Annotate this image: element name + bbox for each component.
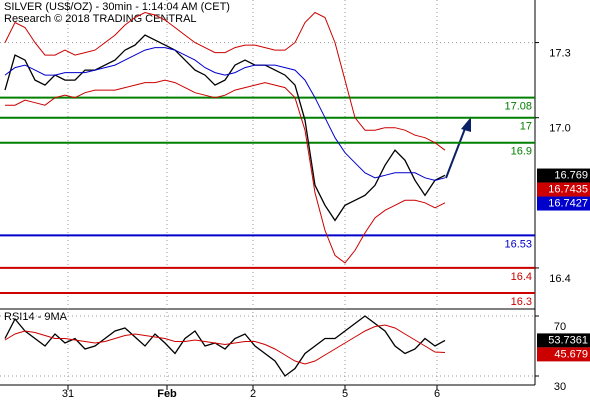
series-line xyxy=(4,34,446,222)
price-marker-label: 53.7361 xyxy=(548,334,588,346)
price-marker xyxy=(537,168,590,183)
level-label: 16.4 xyxy=(511,271,532,283)
y-tick-label: 17.3 xyxy=(549,47,570,59)
y-tick-label: 16.4 xyxy=(549,273,570,285)
level-label: 16.53 xyxy=(504,238,532,250)
x-tick-label: 31 xyxy=(62,388,74,400)
level-label: 16.9 xyxy=(511,146,532,158)
arrow-head xyxy=(461,117,471,132)
level-label: 17 xyxy=(520,121,532,133)
series-line xyxy=(4,315,446,377)
x-tick-label: Feb xyxy=(157,388,177,400)
price-marker-label: 16.769 xyxy=(554,169,588,181)
x-tick-label: 2 xyxy=(250,388,256,400)
level-label: 16.3 xyxy=(511,296,532,308)
chart-subtitle: Research © 2018 TRADING CENTRAL xyxy=(4,13,197,25)
series-line xyxy=(5,79,446,264)
series-line xyxy=(4,11,446,151)
y-tick-label: 17.0 xyxy=(549,123,570,135)
price-marker xyxy=(537,347,590,362)
series-line xyxy=(4,324,446,365)
chart-title: SILVER (US$/OZ) - 30min - 1:14:04 AM (CE… xyxy=(4,1,230,13)
x-tick-label: 5 xyxy=(342,388,348,400)
x-tick-label: 6 xyxy=(434,388,440,400)
level-label: 17.08 xyxy=(504,101,532,113)
price-marker-label: 16.7435 xyxy=(548,183,588,195)
rsi-title: RSI14 - 9MA xyxy=(4,311,68,323)
forecast-arrow xyxy=(445,125,467,179)
price-marker-label: 16.7427 xyxy=(548,197,588,209)
price-marker xyxy=(537,196,590,211)
y-tick-label: 30 xyxy=(554,381,566,393)
price-marker xyxy=(537,182,590,197)
price-marker xyxy=(537,333,590,348)
price-marker-label: 45.679 xyxy=(554,348,588,360)
series-line xyxy=(4,47,446,181)
y-tick-label: 70 xyxy=(554,321,566,333)
